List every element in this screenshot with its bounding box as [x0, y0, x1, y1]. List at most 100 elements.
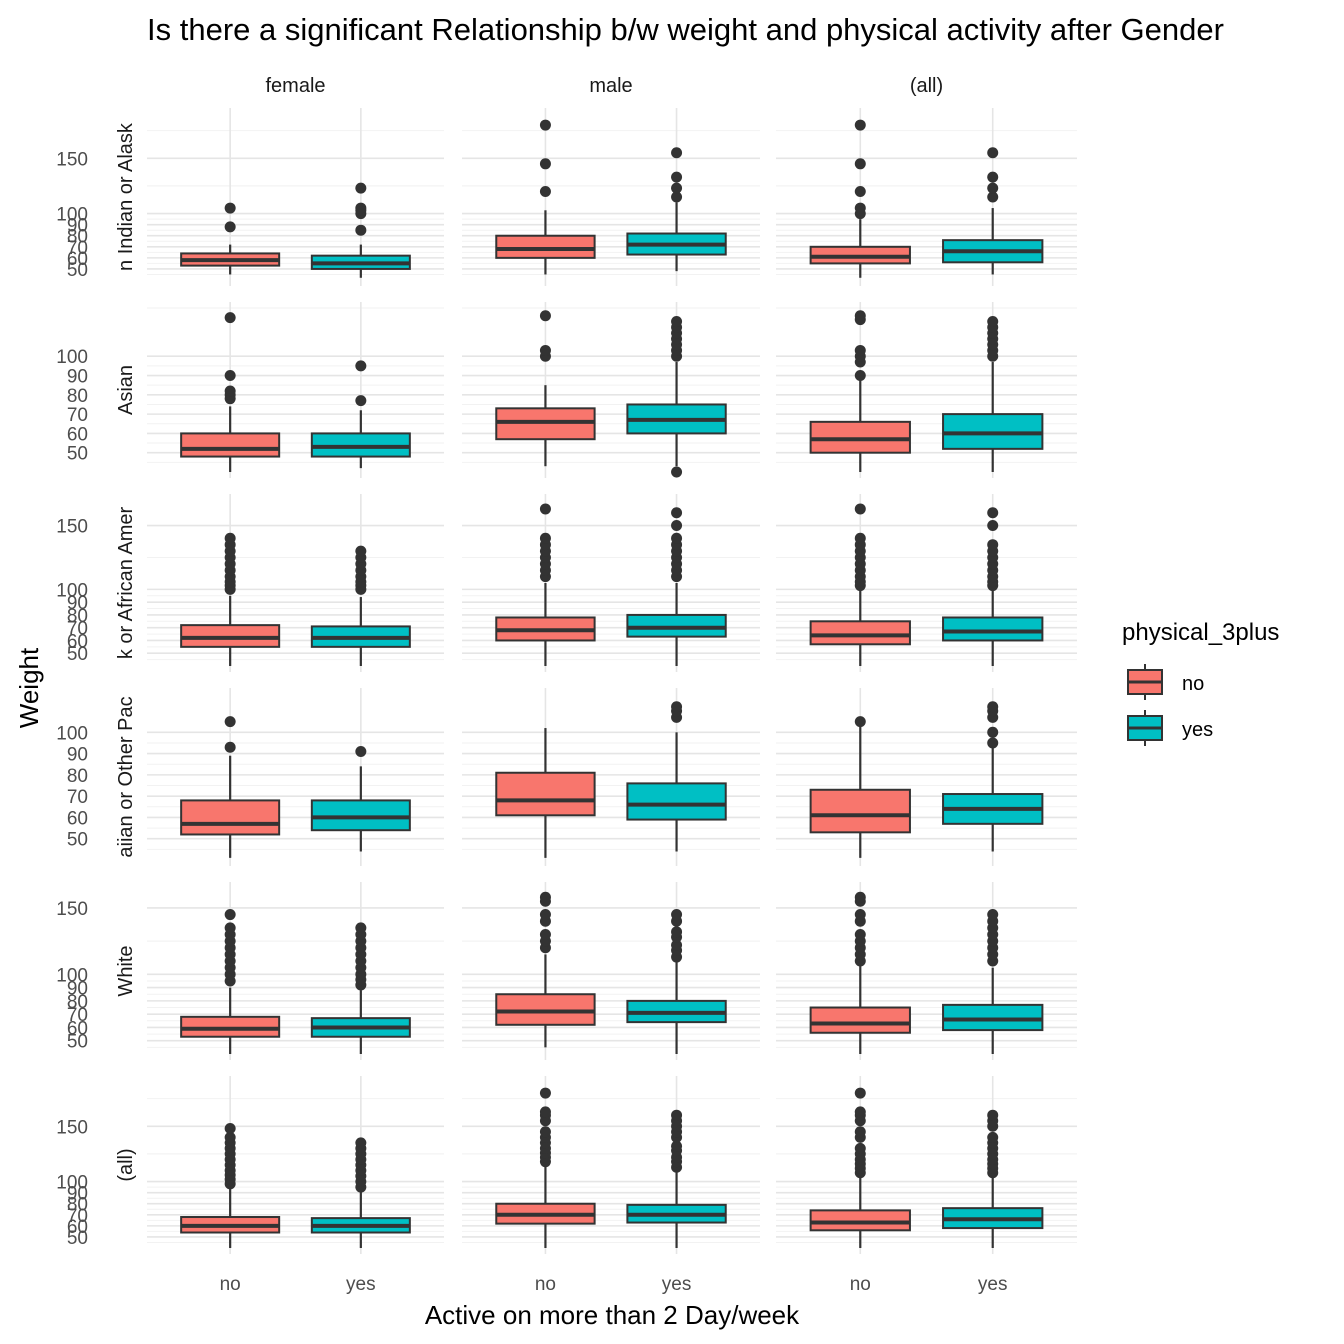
outlier-point [671, 171, 683, 183]
outlier-point [854, 891, 866, 903]
y-tick-label: 60 [67, 808, 88, 829]
outlier-point [854, 185, 866, 197]
outlier-point [539, 1126, 551, 1138]
outlier-point [671, 926, 683, 938]
y-tick-label: 80 [67, 766, 88, 787]
outlier-point [854, 119, 866, 131]
outlier-point [355, 1137, 367, 1149]
y-tick-label: 150 [56, 899, 88, 920]
outlier-point [539, 310, 551, 322]
y-tick-label: 100 [56, 580, 88, 601]
y-tick-label: 150 [56, 1117, 88, 1138]
outlier-point [671, 701, 683, 713]
box-yes [942, 616, 1044, 642]
box-no [809, 620, 911, 646]
x-axis-title: Active on more than 2 Day/week [425, 1300, 800, 1330]
outlier-point [854, 1106, 866, 1118]
y-tick-label: 90 [67, 367, 88, 388]
box-yes [626, 782, 727, 821]
y-tick-label: 100 [56, 1173, 88, 1194]
box-no [180, 432, 281, 458]
outlier-point [987, 520, 999, 532]
outlier-point [224, 716, 236, 728]
x-tick-label: yes [662, 1274, 692, 1295]
outlier-point [671, 466, 683, 478]
outlier-point [355, 360, 367, 372]
outlier-point [671, 182, 683, 194]
outlier-point [355, 545, 367, 557]
outlier-point [854, 716, 866, 728]
outlier-point [987, 1131, 999, 1143]
outlier-point [854, 370, 866, 382]
facet-row-label: Asian [115, 365, 137, 415]
outlier-point [355, 224, 367, 236]
y-tick-label: 90 [67, 1184, 88, 1205]
y-tick-label: 80 [67, 992, 88, 1013]
facet-row-label: n Indian or Alask [115, 122, 137, 271]
outlier-point [987, 726, 999, 738]
outlier-point [854, 1087, 866, 1099]
box-no [495, 771, 596, 817]
x-tick-label: no [535, 1274, 556, 1295]
y-tick-label: 60 [67, 249, 88, 270]
outlier-point [539, 1087, 551, 1099]
outlier-point [539, 344, 551, 356]
y-tick-label: 100 [56, 723, 88, 744]
outlier-point [539, 532, 551, 544]
y-tick-label: 100 [56, 965, 88, 986]
outlier-point [539, 909, 551, 921]
y-tick-label: 50 [67, 260, 88, 281]
facet-column-label: male [589, 75, 632, 97]
y-tick-label: 150 [56, 517, 88, 538]
outlier-point [539, 503, 551, 515]
box-no [809, 1209, 911, 1232]
y-tick-label: 70 [67, 405, 88, 426]
y-tick-label: 70 [67, 619, 88, 640]
y-tick-label: 60 [67, 1217, 88, 1238]
facet-row-label: (all) [115, 1148, 137, 1181]
outlier-point [987, 316, 999, 328]
chart-title: Is there a significant Relationship b/w … [147, 12, 1224, 47]
legend: physical_3plus no yes [1122, 619, 1279, 746]
outlier-point [224, 221, 236, 233]
outlier-point [854, 158, 866, 170]
outlier-point [987, 191, 999, 203]
outlier-point [987, 147, 999, 159]
x-tick-label: no [850, 1274, 871, 1295]
y-tick-label: 90 [67, 216, 88, 237]
y-tick-label: 60 [67, 631, 88, 652]
outlier-point [854, 310, 866, 322]
y-tick-label: 90 [67, 593, 88, 614]
y-tick-label: 70 [67, 1206, 88, 1227]
legend-label-yes: yes [1182, 719, 1213, 741]
y-tick-label: 50 [67, 1228, 88, 1249]
outlier-point [355, 395, 367, 407]
outlier-point [854, 909, 866, 921]
outlier-point [854, 1142, 866, 1154]
y-tick-label: 150 [56, 149, 88, 170]
outlier-point [987, 171, 999, 183]
outlier-point [224, 909, 236, 921]
box-no [809, 788, 911, 834]
y-tick-label: 60 [67, 1018, 88, 1039]
outlier-point [671, 147, 683, 159]
outlier-point [224, 532, 236, 544]
outlier-point [854, 503, 866, 515]
y-tick-label: 50 [67, 444, 88, 465]
y-tick-label: 50 [67, 830, 88, 851]
box-yes [310, 799, 411, 832]
outlier-point [224, 1122, 236, 1134]
facet-column-label: (all) [910, 75, 943, 97]
outlier-point [224, 1131, 236, 1143]
y-tick-label: 80 [67, 227, 88, 248]
outlier-point [539, 1106, 551, 1118]
legend-title: physical_3plus [1122, 619, 1279, 646]
facet-row-label-group: Asian [115, 365, 137, 415]
y-tick-label: 60 [67, 424, 88, 445]
outlier-point [355, 202, 367, 214]
facet-panels: female male (all)n Indian or Alask50607080… [56, 75, 1077, 1295]
y-tick-label: 100 [56, 347, 88, 368]
y-tick-label: 90 [67, 979, 88, 1000]
x-tick-label: yes [346, 1274, 376, 1295]
